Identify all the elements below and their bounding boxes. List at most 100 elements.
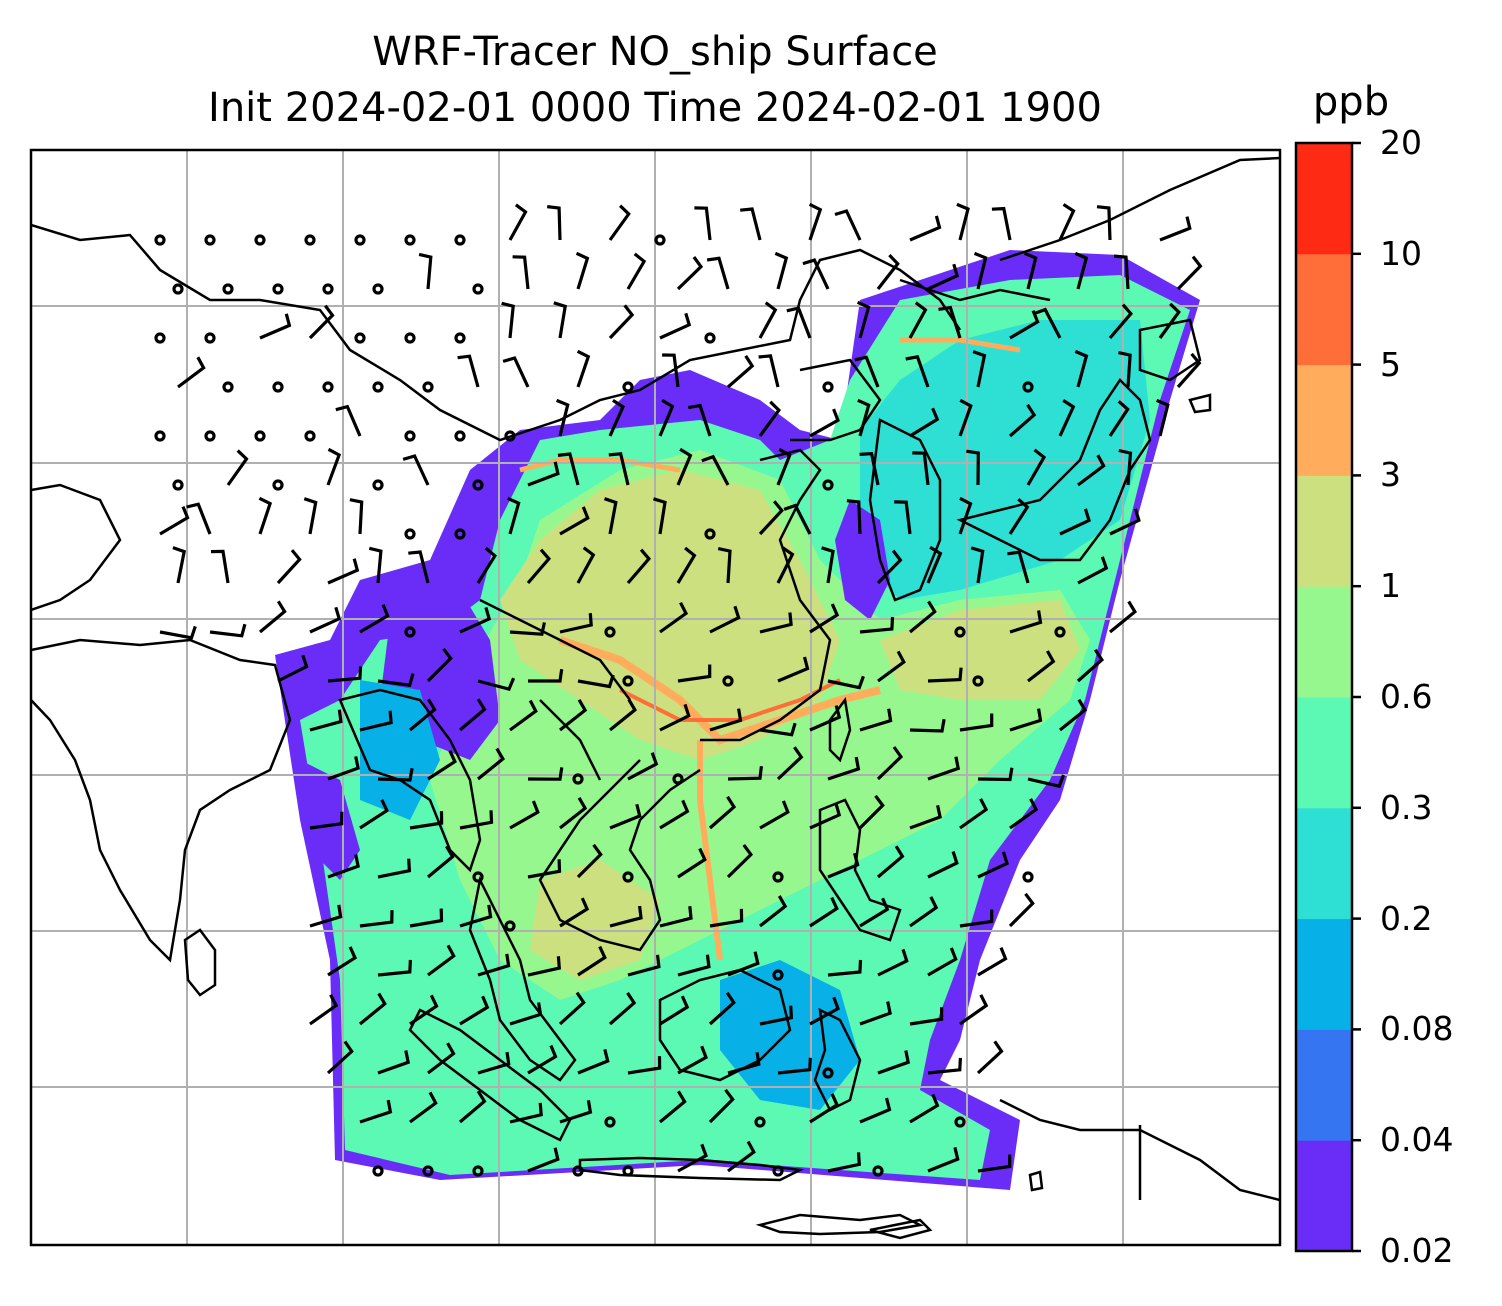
wind-barb-calm	[154, 332, 166, 344]
wind-barb	[377, 767, 414, 782]
wind-barb	[909, 215, 942, 242]
wind-barb	[956, 202, 970, 241]
wind-barb	[526, 548, 552, 585]
wind-barb	[677, 1045, 708, 1075]
wind-barb	[575, 251, 590, 290]
coastline-korea	[868, 418, 942, 602]
wind-barb	[1074, 251, 1089, 290]
wind-barb	[959, 909, 994, 928]
wind-barb-calm	[472, 1165, 484, 1177]
wind-barb	[827, 675, 865, 690]
wind-barb	[859, 452, 880, 486]
wind-barb	[377, 673, 415, 687]
wind-barb	[1009, 708, 1043, 732]
wind-barb-calm	[954, 1116, 966, 1128]
wind-barb	[309, 709, 343, 732]
wind-barb-calm	[704, 332, 716, 344]
wind-barb	[959, 713, 994, 732]
wind-barb	[1096, 205, 1112, 241]
wind-barb	[709, 708, 743, 732]
wind-barb	[309, 904, 343, 928]
wind-barb	[759, 612, 793, 634]
coastline-china-east	[700, 448, 832, 742]
colorbar-segment	[1296, 807, 1352, 920]
colorbar-tick-label: 0.08	[1380, 1009, 1454, 1049]
wind-barb	[991, 206, 1012, 241]
coastline-indochina	[538, 759, 701, 952]
wind-barb-calm	[622, 871, 634, 883]
wind-barb	[759, 800, 790, 830]
border-inland	[899, 278, 1051, 302]
colorbar-segment	[1296, 697, 1352, 809]
wind-barb	[210, 549, 230, 584]
wind-barb	[1027, 774, 1065, 789]
wind-barb	[740, 207, 762, 241]
map-title-line1: WRF-Tracer NO_ship Surface	[372, 29, 938, 75]
wind-barb	[1058, 203, 1076, 241]
field-band-blue	[360, 680, 440, 820]
wind-barb	[777, 656, 810, 683]
wind-barb	[821, 546, 835, 584]
wind-barb-calm	[372, 479, 384, 491]
wind-barb-calm	[372, 283, 384, 295]
wind-barb	[1118, 351, 1132, 388]
wind-barb	[477, 677, 516, 691]
wind-barb	[809, 603, 840, 634]
wind-barb	[677, 664, 712, 683]
wind-barb	[258, 496, 273, 535]
wind-barb-calm	[472, 283, 484, 295]
wind-barb	[827, 959, 863, 977]
map-area	[31, 150, 1280, 1245]
wind-barb-calm	[722, 675, 734, 687]
wind-barb	[854, 355, 880, 388]
wind-barb	[809, 802, 842, 830]
colorbar-segment	[1296, 1029, 1352, 1141]
wind-barb	[909, 1093, 940, 1124]
wind-barb	[827, 852, 860, 879]
wind-barb	[909, 407, 940, 438]
wind-barb	[309, 994, 339, 1026]
wind-barb	[758, 400, 782, 437]
wind-barb-calm	[154, 430, 166, 442]
wind-barb	[258, 600, 287, 634]
wind-barb	[727, 951, 760, 977]
wind-barb	[327, 946, 358, 977]
wind-barb	[859, 1001, 892, 1026]
wind-barb	[858, 794, 885, 830]
colorbar-tick-label: 10	[1380, 233, 1422, 273]
wind-barb	[908, 301, 928, 339]
wind-barb	[276, 549, 302, 585]
wind-barb	[1108, 600, 1137, 634]
wind-barb	[727, 766, 763, 781]
border-inland	[479, 598, 631, 701]
wind-barb	[717, 547, 732, 584]
wind-barb	[776, 447, 792, 486]
wind-barb	[1159, 216, 1192, 242]
wind-barb	[877, 1050, 911, 1075]
wind-barb	[726, 843, 754, 879]
field-band-yellow	[500, 470, 840, 760]
wind-barb	[709, 605, 741, 634]
wind-barb	[577, 945, 607, 977]
wind-barb	[577, 674, 615, 689]
wind-barb	[603, 497, 618, 535]
wind-barb	[908, 600, 937, 634]
wind-barb	[359, 710, 393, 732]
wind-barb-calm	[404, 332, 416, 344]
wind-barb	[846, 499, 862, 535]
wind-barb	[1009, 798, 1039, 830]
coastline-russia-east	[999, 156, 1280, 262]
colorbar-tick-label: 5	[1380, 344, 1401, 384]
wind-barb	[509, 699, 538, 732]
wind-barb	[1109, 508, 1141, 536]
wind-barb	[559, 797, 588, 830]
wind-barb	[172, 546, 187, 584]
wind-barb	[727, 1140, 756, 1173]
wind-barb	[327, 854, 360, 879]
wind-barb-calm	[772, 1165, 784, 1177]
wind-barb	[377, 959, 412, 977]
wind-barb	[553, 301, 568, 339]
wind-barb	[309, 606, 342, 634]
wind-barb	[976, 1040, 1004, 1075]
wind-barb-calm	[672, 773, 684, 785]
